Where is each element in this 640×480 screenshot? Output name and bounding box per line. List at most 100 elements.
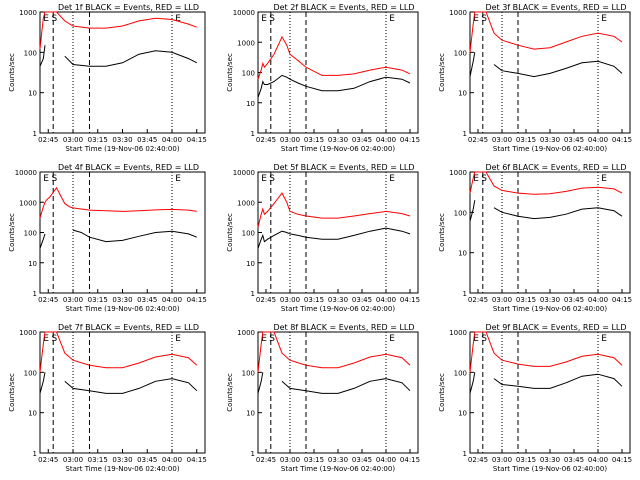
y-tick-label: 10 [458, 250, 467, 258]
x-tick-label: 03:30 [112, 296, 132, 304]
y-axis-label: Counts/sec [8, 53, 16, 92]
x-tick-label: 04:00 [376, 456, 396, 464]
y-tick-label: 10000 [233, 169, 255, 177]
x-axis-label: Start Time (19-Nov-06 02:40:00) [281, 305, 395, 313]
x-tick-label: 03:00 [280, 456, 300, 464]
x-tick-label: 03:30 [328, 296, 348, 304]
x-axis-label: Start Time (19-Nov-06 02:40:00) [65, 305, 179, 313]
x-axis-label: Start Time (19-Nov-06 02:40:00) [65, 465, 179, 473]
x-tick-label: 03:45 [137, 296, 157, 304]
series-line-lld [469, 171, 623, 195]
x-tick-label: 03:00 [492, 136, 512, 144]
x-tick-label: 02:45 [468, 296, 488, 304]
plot-title-7: Det 7f BLACK = Events, RED = LLD [58, 323, 199, 332]
x-tick-label: 04:00 [588, 456, 608, 464]
series-line-events [469, 52, 623, 78]
y-tick-label: 1000 [237, 199, 255, 207]
series-line-lld [469, 331, 623, 373]
y-tick-label: 10 [246, 260, 255, 268]
x-tick-label: 02:45 [256, 136, 276, 144]
y-axis-label: Counts/sec [438, 373, 446, 412]
y-tick-label: 1000 [449, 9, 467, 17]
x-tick-label: 04:15 [187, 296, 207, 304]
x-tick-label: 03:15 [88, 456, 108, 464]
series-line-lld [257, 192, 411, 228]
x-tick-label: 03:00 [492, 296, 512, 304]
x-tick-label: 04:00 [588, 136, 608, 144]
x-tick-label: 04:15 [187, 456, 207, 464]
x-axis-label: Start Time (19-Nov-06 02:40:00) [493, 305, 607, 313]
event-marker-letter: S [481, 14, 487, 24]
event-marker-letter: E [43, 334, 49, 344]
event-marker-letter: E [175, 334, 181, 344]
y-axis-label: Counts/sec [226, 53, 234, 92]
x-tick-label: 02:45 [468, 456, 488, 464]
y-tick-label: 100 [242, 70, 255, 78]
x-tick-label: 04:15 [612, 136, 632, 144]
x-tick-label: 03:45 [564, 456, 584, 464]
x-tick-label: 03:45 [137, 136, 157, 144]
series-line-lld [39, 11, 197, 50]
x-tick-label: 03:15 [304, 136, 324, 144]
x-tick-label: 03:00 [63, 136, 83, 144]
x-tick-label: 03:30 [540, 136, 560, 144]
y-tick-label: 10000 [15, 169, 37, 177]
plot-title-2: Det 2f BLACK = Events, RED = LLD [273, 3, 414, 12]
x-axis-label: Start Time (19-Nov-06 02:40:00) [493, 145, 607, 153]
y-tick-label: 100 [242, 230, 255, 238]
x-tick-label: 03:15 [304, 296, 324, 304]
x-tick-label: 04:15 [612, 456, 632, 464]
x-tick-label: 03:30 [112, 456, 132, 464]
x-tick-label: 03:30 [540, 456, 560, 464]
event-marker-letter: S [52, 334, 58, 344]
x-tick-label: 03:15 [516, 456, 536, 464]
x-axis-label: Start Time (19-Nov-06 02:40:00) [493, 465, 607, 473]
plot-title-3: Det 3f BLACK = Events, RED = LLD [485, 3, 626, 12]
x-axis-label: Start Time (19-Nov-06 02:40:00) [281, 465, 395, 473]
y-tick-label: 1 [463, 130, 467, 138]
y-tick-label: 10 [458, 90, 467, 98]
series-line-lld [257, 331, 411, 373]
x-tick-label: 04:00 [162, 136, 182, 144]
x-tick-label: 04:00 [376, 296, 396, 304]
y-tick-label: 1000 [449, 169, 467, 177]
y-axis-label: Counts/sec [438, 53, 446, 92]
plot-frame-8 [257, 331, 419, 454]
series-line-events [39, 45, 198, 67]
event-marker-letter: E [473, 334, 479, 344]
x-tick-label: 04:15 [400, 296, 420, 304]
series-line-lld [39, 186, 197, 219]
event-marker-letter: S [481, 334, 487, 344]
event-marker-letter: S [481, 174, 487, 184]
x-tick-label: 03:45 [352, 456, 372, 464]
event-marker-letter: S [52, 14, 58, 24]
plot-title-9: Det 9f BLACK = Events, RED = LLD [485, 323, 626, 332]
x-tick-label: 04:00 [588, 296, 608, 304]
event-marker-letter: E [473, 174, 479, 184]
x-tick-label: 04:00 [162, 296, 182, 304]
x-tick-label: 03:30 [328, 136, 348, 144]
x-tick-label: 04:00 [376, 136, 396, 144]
y-axis-label: Counts/sec [226, 213, 234, 252]
event-marker-letter: E [389, 174, 395, 184]
x-tick-label: 03:00 [280, 136, 300, 144]
y-axis-label: Counts/sec [226, 373, 234, 412]
event-marker-letter: E [175, 174, 181, 184]
y-tick-label: 1000 [19, 199, 37, 207]
y-tick-label: 1000 [449, 329, 467, 337]
event-marker-letter: E [389, 334, 395, 344]
y-tick-label: 10 [28, 410, 37, 418]
series-line-events [469, 372, 623, 394]
y-axis-label: Counts/sec [8, 373, 16, 412]
series-line-lld [257, 35, 411, 80]
event-marker-letter: E [43, 174, 49, 184]
y-tick-label: 1000 [237, 39, 255, 47]
x-axis-label: Start Time (19-Nov-06 02:40:00) [281, 145, 395, 153]
event-marker-letter: E [473, 14, 479, 24]
y-tick-label: 100 [454, 49, 467, 57]
y-tick-label: 10 [458, 410, 467, 418]
x-tick-label: 03:15 [516, 136, 536, 144]
y-tick-label: 1 [33, 290, 37, 298]
x-tick-label: 03:45 [352, 136, 372, 144]
event-marker-letter: E [175, 14, 181, 24]
